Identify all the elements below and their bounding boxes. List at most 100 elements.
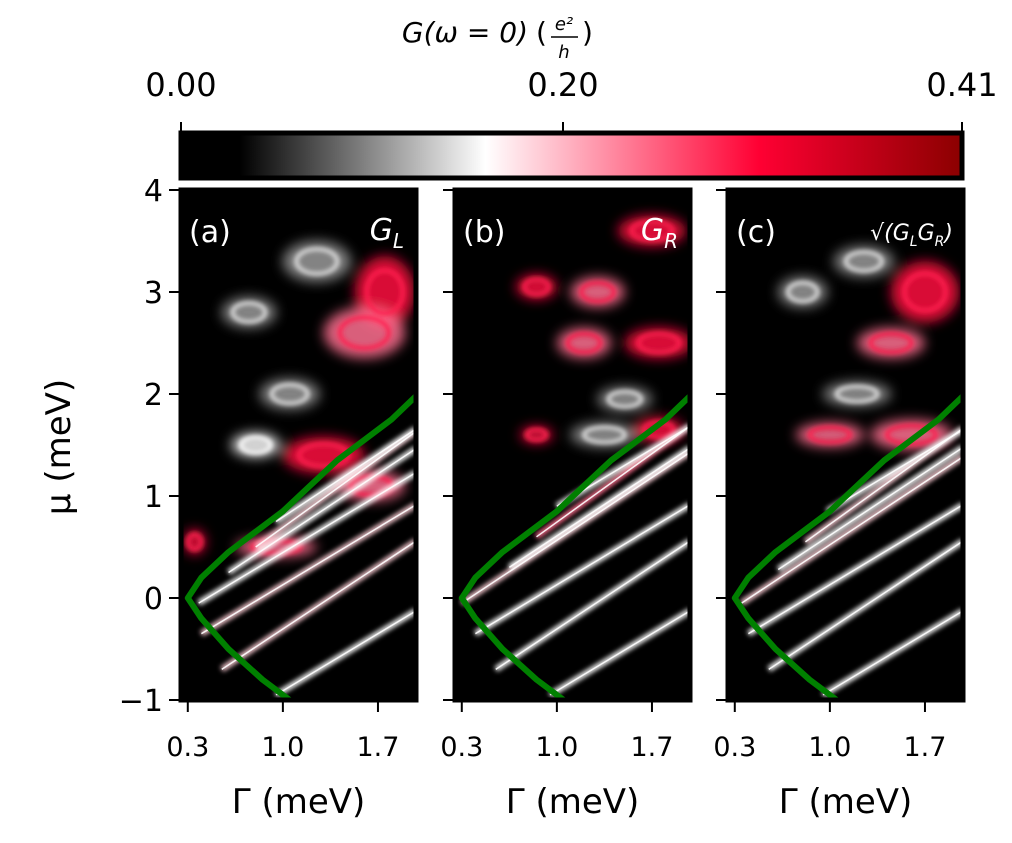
panel-title-part-0: √(G — [870, 221, 910, 246]
blob-ring-3 — [294, 247, 340, 276]
x-tick-label: 1.0 — [535, 732, 578, 763]
y-tick-label: 3 — [144, 276, 163, 311]
x-axis-label: Γ (meV) — [779, 782, 913, 822]
stripe-core-0 — [275, 610, 416, 696]
blob-2 — [221, 297, 277, 328]
panel-1: (b) GR 0.3 1.0 1.7 Γ (meV) — [440, 187, 693, 822]
blob-2 — [618, 215, 686, 247]
blob-1 — [857, 327, 925, 359]
blob-ring-2 — [230, 301, 268, 324]
panel-frame — [452, 187, 693, 703]
blob-ring-3 — [636, 331, 682, 355]
colorbar-tick-1: 0.20 — [527, 66, 598, 104]
colorbar-gradient — [178, 130, 965, 181]
blob-1 — [570, 276, 625, 308]
green-curve — [184, 393, 416, 700]
stripe-core-6 — [275, 428, 416, 523]
blob-ring-5 — [524, 427, 549, 442]
x-tick-label: 1.0 — [261, 732, 304, 763]
stripe-core-2 — [474, 504, 690, 635]
x-tick-label: 0.3 — [713, 732, 756, 763]
stripe-core-4 — [777, 446, 963, 571]
blob-ring-2 — [629, 219, 675, 242]
stripe-core-0 — [822, 610, 963, 696]
panel-tag: (c) — [736, 215, 776, 250]
stripe-core-5 — [804, 427, 963, 543]
stripe-core-1 — [495, 540, 690, 671]
blob-ring-2 — [786, 280, 820, 304]
blob-4 — [556, 327, 612, 359]
panel-2: (c) √(GLGR) 0.3 1.0 1.7 Γ (meV) — [713, 187, 966, 822]
x-tick-label: 1.7 — [903, 732, 946, 763]
stripe-core-5 — [255, 430, 416, 548]
y-tick-label: 0 — [144, 582, 163, 617]
panel-title-part-4: ) — [942, 221, 953, 246]
blob-ring-3 — [843, 250, 884, 273]
blob-ring-0 — [364, 268, 405, 316]
panel-title: GR — [641, 213, 678, 253]
colorbar: G(ω = 0) ( e² h ) 0.00 0.20 0.41 — [145, 14, 998, 181]
green-curve — [731, 393, 963, 700]
y-tick-label: 2 — [144, 378, 163, 413]
blob-7 — [259, 378, 320, 410]
blob-ring-6 — [834, 384, 880, 404]
panel-tag: (b) — [463, 215, 505, 250]
stripe-core-2 — [200, 504, 416, 635]
x-axis-label: Γ (meV) — [232, 782, 366, 822]
blob-ring-1 — [337, 315, 391, 351]
x-tick-label: 0.3 — [440, 732, 483, 763]
blob-ring-4 — [807, 425, 853, 445]
colorbar-unit-rparen: ) — [582, 16, 593, 49]
blob-ring-1 — [868, 331, 914, 355]
stripe-core-5 — [536, 425, 690, 538]
blob-ring-0 — [902, 271, 948, 313]
blob-ring-0 — [522, 277, 551, 297]
colorbar-unit-denominator: h — [558, 42, 569, 63]
heatmap-content — [731, 246, 963, 700]
stripe-core-0 — [549, 610, 690, 696]
blob-ring-6 — [582, 425, 627, 445]
blob-ring-7 — [269, 382, 310, 406]
green-curve — [458, 393, 690, 700]
blob-ring-8 — [606, 389, 644, 409]
blob-ring-5 — [239, 435, 273, 455]
blob-ring-1 — [579, 280, 616, 304]
stripe-core-3 — [741, 456, 963, 604]
panel-title: √(GLGR) — [870, 221, 953, 250]
heatmap-content — [183, 241, 416, 700]
blob-ring-5 — [884, 423, 938, 446]
colorbar-unit-lparen: ( — [536, 16, 547, 49]
panel-frame — [178, 187, 419, 703]
panel-tag: (a) — [189, 215, 231, 250]
panel-frame — [725, 187, 966, 703]
stripe-core-1 — [768, 540, 963, 671]
stripe-core-4 — [508, 447, 690, 569]
blob-ring-9 — [186, 532, 204, 552]
panel-title-part-2: G — [918, 221, 935, 246]
y-axis-label: μ (meV) — [39, 379, 79, 515]
blob-ring-layer — [522, 219, 682, 445]
panel-title-main: G — [641, 213, 664, 248]
x-tick-label: 0.3 — [166, 732, 209, 763]
y-tick-label: 4 — [144, 174, 163, 209]
panel-title-sub: L — [393, 229, 404, 253]
stripe-core-3 — [461, 451, 690, 604]
blob-ring-layer — [786, 250, 948, 446]
x-axis-label: Γ (meV) — [506, 782, 640, 822]
blob-1 — [323, 307, 406, 359]
stripe-core-6 — [826, 429, 963, 512]
blob-3 — [833, 246, 894, 277]
stripe-core-2 — [747, 504, 963, 635]
heatmap-content — [458, 215, 690, 700]
panel-title-part-3: R — [935, 234, 945, 250]
stripe-core-1 — [221, 540, 416, 671]
x-tick-label: 1.7 — [630, 732, 673, 763]
stripe-core-4 — [228, 448, 416, 574]
colorbar-label: G(ω = 0) — [402, 16, 528, 49]
colorbar-tick-0: 0.00 — [145, 66, 216, 104]
y-tick-label: 1 — [144, 480, 163, 515]
panel-background — [455, 190, 690, 700]
colorbar-unit-numerator: e² — [555, 14, 573, 35]
y-tick-label: −1 — [119, 684, 163, 719]
